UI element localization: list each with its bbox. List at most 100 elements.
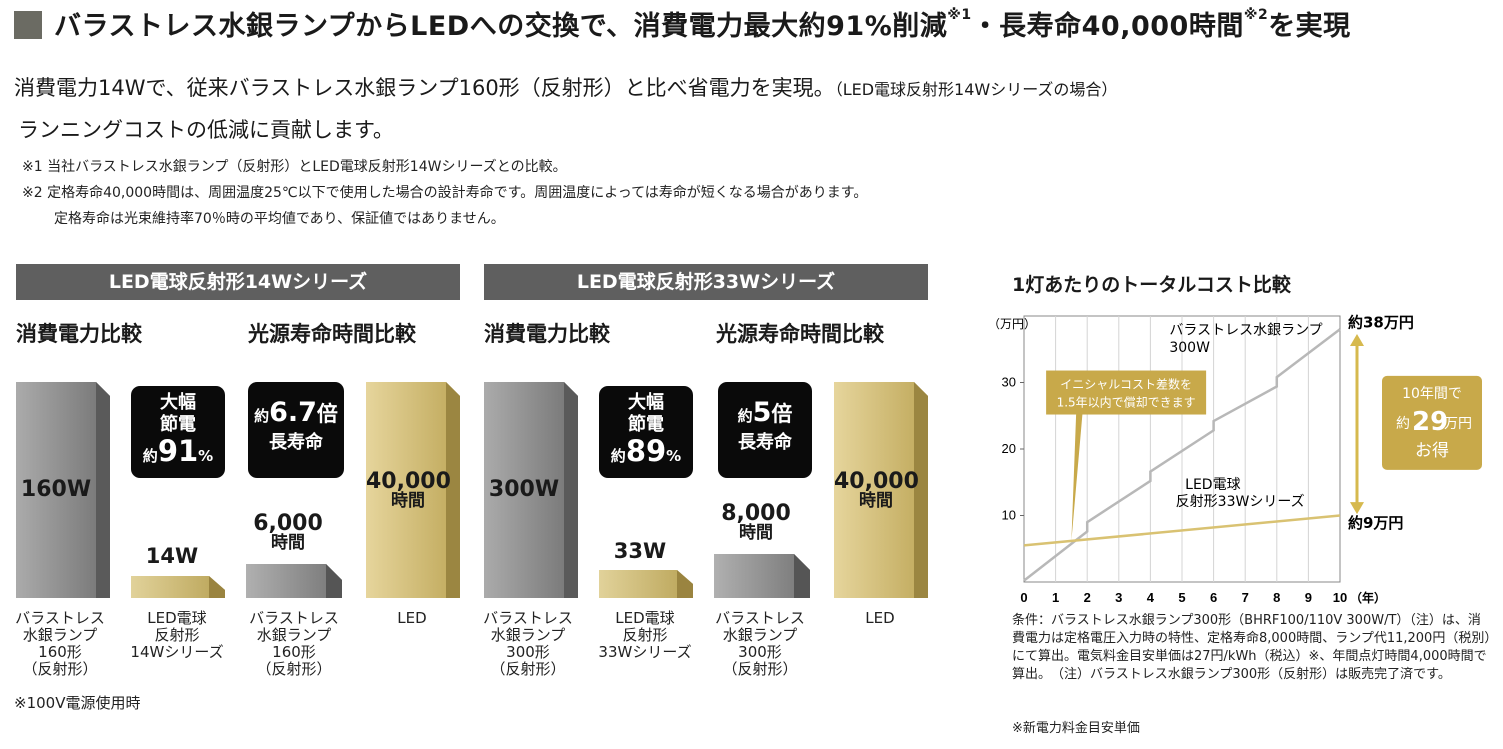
lead-text: 消費電力14Wで、従来バラストレス水銀ランプ160形（反射形）と比べ省電力を実現… (14, 76, 835, 100)
series14-life-title: 光源寿命時間比較 (248, 322, 416, 346)
badge-pre: 約 (610, 447, 626, 465)
saving-text-3: お得 (1415, 441, 1449, 461)
series14-old-life-bar (246, 564, 346, 600)
conditions-text: バラストレス水銀ランプ300形（BHRF100/110V 300W/T）（注）は… (1012, 613, 1491, 682)
series33-power-title: 消費電力比較 (484, 322, 610, 346)
series33-cap-led-power: LED電球 反射形 33Wシリーズ (598, 609, 692, 661)
badge-value: 約5倍 (718, 398, 812, 431)
x-tick-label: 9 (1305, 590, 1312, 605)
series33-led-life-value: 40,000 時間 (834, 469, 919, 512)
x-tick-label: 2 (1084, 590, 1091, 605)
conditions-block: 条件：バラストレス水銀ランプ300形（BHRF100/110V 300W/T）（… (1012, 612, 1492, 684)
x-tick-label: 8 (1273, 590, 1280, 605)
title-part-3: を実現 (1268, 11, 1351, 42)
conditions-footnote: ※新電力料金目安単価 (1012, 721, 1140, 736)
series-line-mercury (1023, 328, 1341, 582)
y-axis-label: （万円） (988, 317, 1036, 331)
series14-led-life-bar (366, 382, 466, 600)
series33-life-badge: 約5倍 長寿命 (718, 382, 812, 478)
series33-old-power-value: 300W (488, 477, 560, 502)
series33-led-life-bar (834, 382, 934, 600)
badge-num: 5 (752, 397, 772, 428)
badge-unit: % (198, 447, 214, 465)
x-tick-label: 4 (1147, 590, 1155, 605)
badge-pre: 約 (142, 447, 158, 465)
saving-box (1382, 375, 1482, 470)
series33-old-life-value: 8,000 時間 (714, 502, 798, 543)
value-num: 6,000 (253, 511, 323, 536)
series14-led-life-value: 40,000 時間 (366, 469, 451, 511)
series14-cap-led-power: LED電球 反射形 14Wシリーズ (130, 609, 224, 661)
saving-unit: 万円 (1444, 416, 1472, 432)
series14-cap-old-life: バラストレス 水銀ランプ 160形 （反射形） (249, 609, 339, 678)
x-tick-label: 1 (1052, 590, 1059, 605)
series-label-mercury-1: バラストレス水銀ランプ (1169, 323, 1322, 339)
lead-line-1: 消費電力14Wで、従来バラストレス水銀ランプ160形（反射形）と比べ省電力を実現… (14, 72, 1117, 102)
series-label-led-1: LED電球 (1185, 477, 1240, 493)
series14-band: LED電球反射形14Wシリーズ (16, 264, 460, 300)
saving-arrow-head-up (1350, 333, 1364, 346)
title-sup-1: ※1 (947, 7, 972, 23)
series14-footnote: ※100V電源使用時 (14, 694, 141, 712)
series33-power-badge: 大幅 節電 約89% (599, 386, 693, 478)
callout-text-2: 1.5年以内で償却できます (1057, 396, 1196, 410)
series14-life-badge: 約6.7倍 長寿命 (248, 382, 344, 478)
badge-value: 約91% (131, 436, 225, 471)
title-part-2: ・長寿命40,000時間 (971, 11, 1244, 42)
series14-power-title: 消費電力比較 (16, 322, 142, 346)
badge-line-2: 長寿命 (269, 432, 323, 453)
conditions-label: 条件： (1012, 613, 1052, 628)
series33-band: LED電球反射形33Wシリーズ (484, 264, 928, 300)
series33-cap-old-power: バラストレス 水銀ランプ 300形 （反射形） (483, 609, 573, 678)
value-unit: 時間 (271, 533, 305, 554)
value-num: 40,000 (366, 469, 451, 494)
value-unit: 時間 (859, 491, 893, 512)
badge-unit: 倍 (316, 402, 338, 426)
saving-pre: 約 (1396, 416, 1410, 432)
saving-text-1: 10年間で (1402, 386, 1462, 402)
series14-cap-led-life: LED (397, 609, 427, 627)
value-num: 40,000 (834, 469, 919, 494)
saving-arrow-head-down (1350, 502, 1364, 515)
series14-old-life-value: 6,000 時間 (246, 512, 330, 553)
series14-led-power-value: 14W (145, 544, 199, 568)
y-tick-label: 30 (1002, 375, 1016, 390)
badge-value: 約89% (599, 436, 693, 471)
series33-cap-old-life: バラストレス 水銀ランプ 300形 （反射形） (715, 609, 805, 678)
badge-value: 約6.7倍 (248, 398, 344, 431)
series33-old-power-bar (484, 382, 580, 600)
x-tick-label: 0 (1020, 590, 1027, 605)
y-tick-label: 20 (1002, 441, 1016, 456)
series33-old-life-bar (714, 554, 814, 600)
badge-line-1: 大幅 (628, 392, 664, 413)
series33-life-title: 光源寿命時間比較 (716, 322, 884, 346)
note-2: ※2 定格寿命40,000時間は、周囲温度25℃以下で使用した場合の設計寿命です… (22, 185, 868, 201)
x-tick-label: 3 (1115, 590, 1122, 605)
badge-pre: 約 (737, 407, 753, 425)
badge-num: 89 (625, 434, 667, 468)
value-unit: 時間 (739, 523, 773, 544)
cost-chart: 10 20 30 0 1 2 3 4 5 6 7 8 9 10 （万円） （年） バラストレス水銀ランプ 300W… (970, 300, 1495, 622)
x-tick-label: 10 (1333, 590, 1347, 605)
series14-cap-old-power: バラストレス 水銀ランプ 160形 （反射形） (15, 609, 105, 678)
series-label-mercury-2: 300W (1169, 340, 1210, 356)
series-label-led-2: 反射形33Wシリーズ (1176, 494, 1305, 510)
series14-power-badge: 大幅 節電 約91% (131, 386, 225, 478)
series14-old-power-bar (16, 382, 112, 600)
series33-cap-led-life: LED (865, 609, 895, 627)
badge-line-2: 長寿命 (738, 432, 792, 453)
end-label-led: 約9万円 (1348, 514, 1403, 532)
end-label-mercury: 約38万円 (1348, 313, 1414, 331)
series-line-led (1023, 514, 1341, 547)
series33-led-power-bar (599, 570, 695, 600)
badge-num: 6.7 (269, 397, 317, 428)
title-part-1: バラストレス水銀ランプからLEDへの交換で、消費電力最大約91%削減 (54, 11, 948, 42)
lead-line-2: ランニングコストの低減に貢献します。 (18, 118, 394, 142)
badge-line-2: 節電 (628, 414, 664, 435)
x-tick-label: 6 (1210, 590, 1217, 605)
badge-line-2: 節電 (160, 414, 196, 435)
badge-unit: % (666, 447, 682, 465)
value-num: 8,000 (721, 501, 791, 526)
badge-line-1: 大幅 (160, 392, 196, 413)
note-1: ※1 当社バラストレス水銀ランプ（反射形）とLED電球反射形14Wシリーズとの比… (22, 159, 567, 175)
